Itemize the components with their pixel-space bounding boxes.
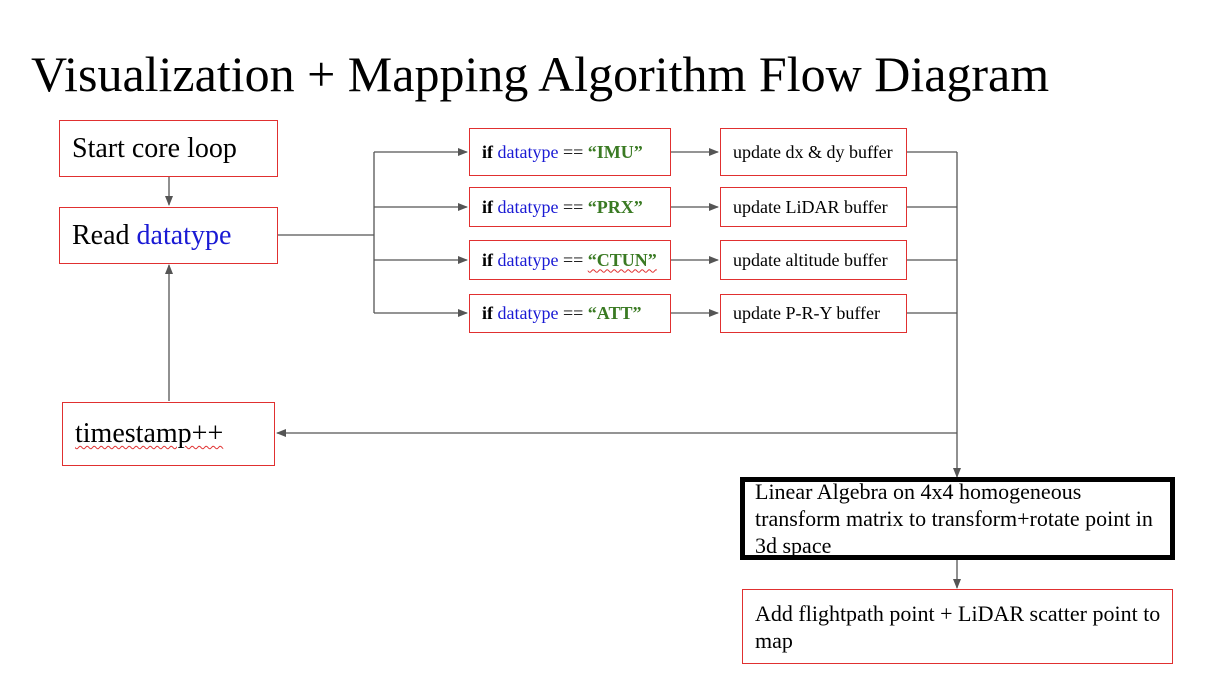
node-linear-algebra: Linear Algebra on 4x4 homogeneous transf… bbox=[740, 477, 1175, 560]
condition-keyword: if bbox=[482, 249, 493, 270]
condition-value: “CTUN” bbox=[587, 249, 657, 270]
update-label: update dx & dy buffer bbox=[733, 141, 893, 162]
condition-operator: == bbox=[558, 249, 588, 270]
condition-operator: == bbox=[558, 196, 588, 217]
condition-variable: datatype bbox=[497, 196, 559, 217]
node-update-pry: update P-R-Y buffer bbox=[720, 294, 907, 333]
node-read-prefix: Read bbox=[72, 219, 137, 251]
node-update-lidar: update LiDAR buffer bbox=[720, 187, 907, 227]
add-point-label: Add flightpath point + LiDAR scatter poi… bbox=[755, 600, 1161, 653]
node-timestamp-increment: timestamp++ bbox=[62, 402, 275, 466]
condition-value: “IMU” bbox=[587, 141, 643, 162]
page-title: Visualization + Mapping Algorithm Flow D… bbox=[31, 46, 1050, 102]
node-read-datatype: Read datatype bbox=[59, 207, 278, 264]
node-condition-ctun: if datatype == “CTUN” bbox=[469, 240, 671, 280]
condition-variable: datatype bbox=[497, 303, 559, 323]
condition-value: “PRX” bbox=[587, 196, 643, 217]
update-label: update P-R-Y buffer bbox=[733, 303, 880, 323]
condition-operator: == bbox=[558, 141, 588, 162]
condition-variable: datatype bbox=[497, 249, 559, 270]
condition-keyword: if bbox=[482, 303, 493, 323]
node-condition-prx: if datatype == “PRX” bbox=[469, 187, 671, 227]
condition-keyword: if bbox=[482, 141, 493, 162]
condition-variable: datatype bbox=[497, 141, 559, 162]
update-label: update altitude buffer bbox=[733, 249, 888, 270]
linear-algebra-label: Linear Algebra on 4x4 homogeneous transf… bbox=[755, 479, 1153, 558]
update-label: update LiDAR buffer bbox=[733, 196, 888, 217]
node-update-altitude: update altitude buffer bbox=[720, 240, 907, 280]
node-read-variable: datatype bbox=[136, 219, 232, 251]
node-condition-att: if datatype == “ATT” bbox=[469, 294, 671, 333]
node-start-core-loop: Start core loop bbox=[59, 120, 278, 177]
node-start-label: Start core loop bbox=[72, 132, 237, 164]
node-timestamp-label: timestamp++ bbox=[75, 418, 224, 449]
node-condition-imu: if datatype == “IMU” bbox=[469, 128, 671, 176]
node-update-dx-dy: update dx & dy buffer bbox=[720, 128, 907, 176]
condition-keyword: if bbox=[482, 196, 493, 217]
condition-operator: == bbox=[558, 303, 588, 323]
node-add-map-points: Add flightpath point + LiDAR scatter poi… bbox=[742, 589, 1173, 664]
condition-value: “ATT” bbox=[587, 303, 642, 323]
